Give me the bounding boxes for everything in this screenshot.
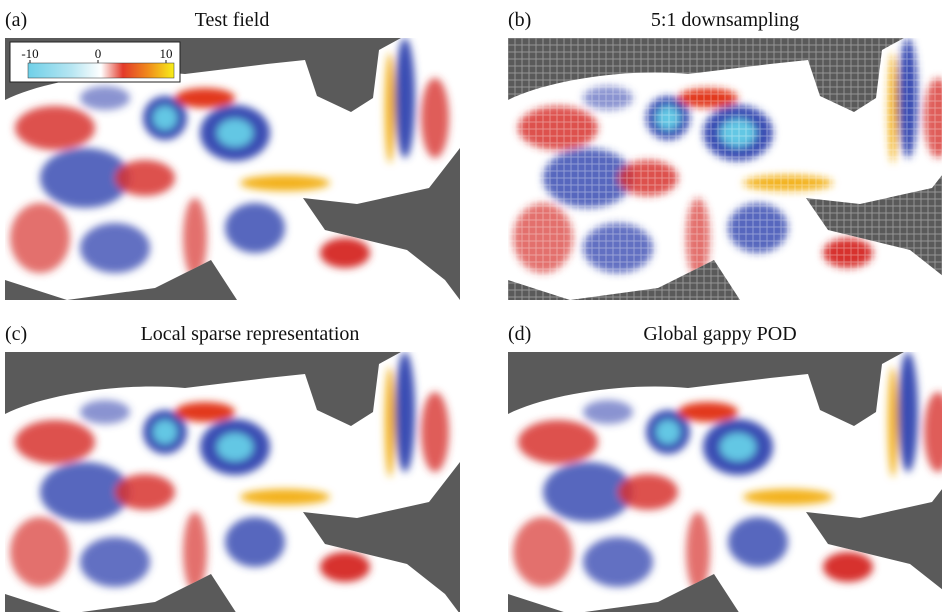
colorbar-tick-label: -10 [21, 46, 38, 61]
panel-title: Test field [195, 9, 270, 31]
colorbar-tick-label: 10 [160, 46, 173, 61]
panel-label: (d) [508, 323, 531, 345]
panel-c-image [5, 352, 460, 612]
panel-title: Global gappy POD [643, 323, 796, 345]
panel-label: (a) [5, 9, 27, 31]
panel-d-image [508, 352, 942, 612]
panel-b-image [508, 38, 942, 300]
panel-label: (c) [5, 323, 27, 345]
colorbar-tick-label: 0 [95, 46, 102, 61]
figure: (a) Test field (b) 5:1 downsampling (c) … [0, 0, 942, 612]
panel-title: Local sparse representation [141, 323, 360, 345]
panel-title: 5:1 downsampling [651, 9, 799, 31]
colorbar-gradient [28, 63, 174, 78]
colorbar: -10 0 10 [10, 42, 180, 82]
panel-label: (b) [508, 9, 531, 31]
